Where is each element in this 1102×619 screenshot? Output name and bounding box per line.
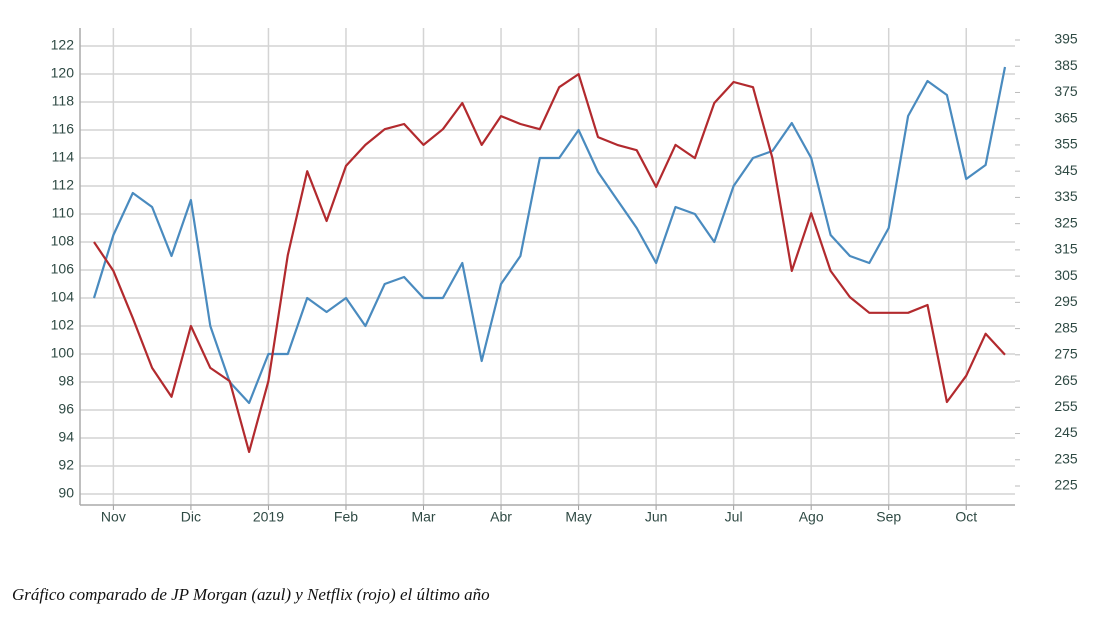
y2-tick-label: 365: [1054, 109, 1078, 125]
data-line: [92, 66, 1007, 405]
x-tick-label: Abr: [490, 509, 512, 525]
x-tick-label: May: [565, 509, 591, 525]
x-tick-label: Ago: [799, 509, 824, 525]
y2-tick-label: 315: [1054, 241, 1078, 257]
y-tick-label: 90: [58, 485, 74, 501]
y-tick-label: 104: [51, 289, 75, 305]
y-tick-label: 94: [58, 429, 74, 445]
y2-tick-label: 265: [1054, 372, 1078, 388]
y2-tick-label: 235: [1054, 450, 1078, 466]
y-tick-label: 112: [52, 177, 75, 193]
y-tick-label: 106: [51, 261, 75, 277]
y2-tick-label: 325: [1054, 214, 1078, 230]
y2-tick-label: 245: [1054, 424, 1078, 440]
y-tick-label: 118: [52, 93, 75, 109]
y2-tick-label: 385: [1054, 57, 1078, 73]
y2-tick-label: 395: [1054, 31, 1078, 47]
x-tick-label: Dic: [181, 509, 201, 525]
y-tick-label: 100: [51, 345, 75, 361]
data-line: [93, 73, 1006, 453]
x-tick-label: Oct: [955, 509, 977, 525]
y-tick-label: 122: [51, 37, 75, 53]
y-tick-label: 92: [58, 457, 74, 473]
y2-tick-label: 305: [1054, 267, 1078, 283]
y2-tick-label: 335: [1054, 188, 1078, 204]
x-tick-label: 2019: [253, 509, 284, 525]
x-tick-label: Jun: [645, 509, 668, 525]
y-tick-label: 114: [52, 149, 75, 165]
y-tick-label: 116: [52, 121, 75, 137]
y2-tick-label: 295: [1054, 293, 1078, 309]
x-tick-label: Sep: [876, 509, 901, 525]
y-tick-label: 120: [51, 65, 75, 81]
y2-tick-label: 255: [1054, 398, 1078, 414]
x-tick-label: Nov: [101, 509, 126, 525]
y2-tick-label: 355: [1054, 136, 1078, 152]
x-tick-label: Jul: [725, 509, 743, 525]
y-tick-label: 96: [58, 401, 74, 417]
x-tick-label: Mar: [411, 509, 435, 525]
y-tick-label: 108: [51, 233, 75, 249]
y-tick-label: 98: [58, 373, 74, 389]
y2-tick-label: 275: [1054, 346, 1078, 362]
x-tick-label: Feb: [334, 509, 358, 525]
y-tick-label: 102: [51, 317, 75, 333]
y2-tick-label: 345: [1054, 162, 1078, 178]
chart-caption: Gráfico comparado de JP Morgan (azul) y …: [12, 585, 490, 604]
y2-tick-label: 375: [1054, 83, 1078, 99]
y2-tick-label: 285: [1054, 319, 1078, 335]
y-tick-label: 110: [52, 205, 75, 221]
y2-tick-label: 225: [1054, 477, 1078, 493]
